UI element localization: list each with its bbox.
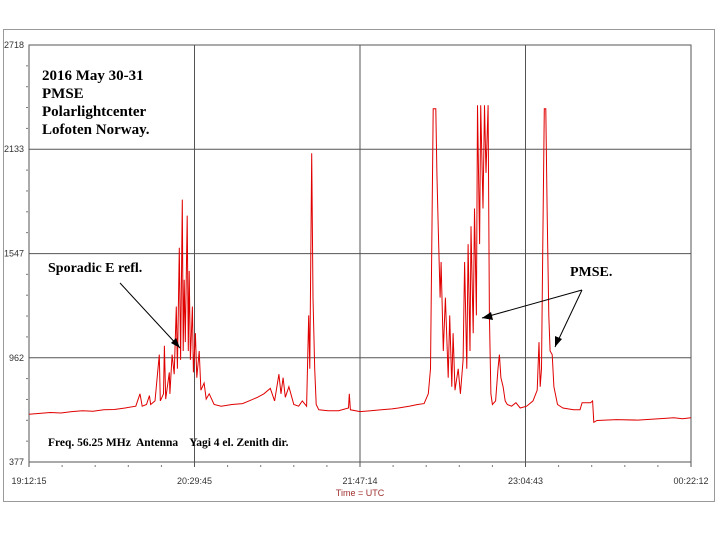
arrowhead-icon <box>171 338 180 348</box>
x-axis-label: Time = UTC <box>336 488 385 498</box>
y-tick-label: 962 <box>9 353 24 363</box>
arrowhead-icon <box>555 336 562 347</box>
x-tick-label: 00:22:12 <box>673 476 708 486</box>
y-tick-label: 377 <box>9 457 24 467</box>
x-tick-label: 19:12:15 <box>11 476 46 486</box>
chart-frame <box>3 29 715 502</box>
arrow-pmse-1 <box>481 289 583 319</box>
y-tick-label: 2133 <box>4 144 24 154</box>
arrow-sporadic-e <box>119 282 181 349</box>
title-block: 2016 May 30-31 PMSE Polarlightcenter Lof… <box>42 68 150 138</box>
x-tick-label: 23:04:43 <box>508 476 543 486</box>
title-line-2: PMSE <box>42 86 84 102</box>
series-line-signal <box>28 105 692 424</box>
annotation-frequency: Freq. 56.25 MHz Antenna Yagi 4 el. Zenit… <box>48 437 289 449</box>
annotation-pmse: PMSE. <box>570 265 612 280</box>
x-tick-label: 21:47:14 <box>342 476 377 486</box>
arrow-pmse-2 <box>554 289 583 348</box>
title-line-4: Lofoten Norway. <box>42 122 150 138</box>
title-line-1: 2016 May 30-31 <box>42 68 144 84</box>
y-tick-label: 1547 <box>4 249 24 259</box>
arrowhead-icon <box>482 312 493 320</box>
x-tick-label: 20:29:45 <box>177 476 212 486</box>
y-tick-label: 2718 <box>4 40 24 50</box>
annotation-sporadic-e: Sporadic E refl. <box>48 261 142 276</box>
title-line-3: Polarlightcenter <box>42 104 146 120</box>
